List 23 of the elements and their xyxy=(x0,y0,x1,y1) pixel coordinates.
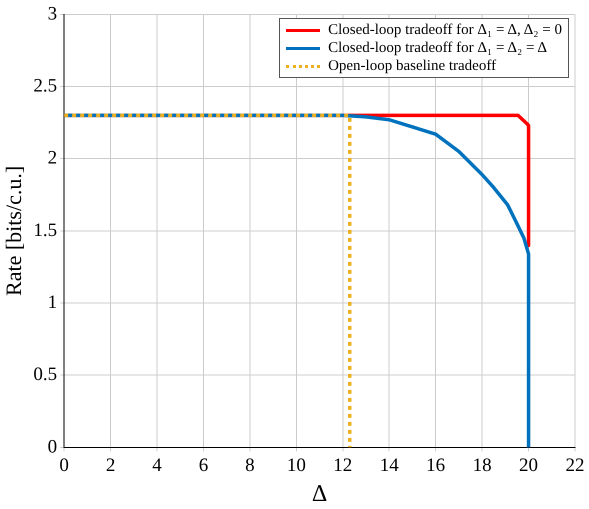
y-axis-title: Rate [bits/c.u.] xyxy=(0,166,26,296)
y-tick-label: 1.5 xyxy=(33,220,58,241)
x-tick-label: 20 xyxy=(519,454,538,476)
x-tick-label: 22 xyxy=(566,454,584,476)
x-tick-label: 12 xyxy=(333,454,352,476)
x-tick-label: 4 xyxy=(152,454,162,476)
x-tick-label: 18 xyxy=(472,454,492,476)
x-tick-label: 8 xyxy=(245,454,255,476)
y-tick-label: 3 xyxy=(48,3,58,24)
legend-label: Open-loop baseline tradeoff xyxy=(328,58,496,75)
x-tick-label: 6 xyxy=(198,454,208,476)
y-tick-label: 2 xyxy=(48,148,58,169)
y-tick-label: 0.5 xyxy=(33,364,58,386)
legend-label: Closed-loop tradeoff for Δ₁ = Δ₂ = Δ xyxy=(328,40,547,57)
y-tick-label: 1 xyxy=(48,292,58,314)
y-tick-label: 2.5 xyxy=(33,76,58,97)
x-axis-title: Δ xyxy=(312,480,328,507)
x-tick-label: 2 xyxy=(106,454,116,476)
y-tick-label: 0 xyxy=(48,436,58,458)
legend-label: Closed-loop tradeoff for Δ₁ = Δ, Δ₂ = 0 xyxy=(328,22,562,39)
x-tick-label: 10 xyxy=(286,454,306,476)
x-tick-label: 16 xyxy=(426,454,446,476)
x-tick-label: 14 xyxy=(380,454,400,476)
